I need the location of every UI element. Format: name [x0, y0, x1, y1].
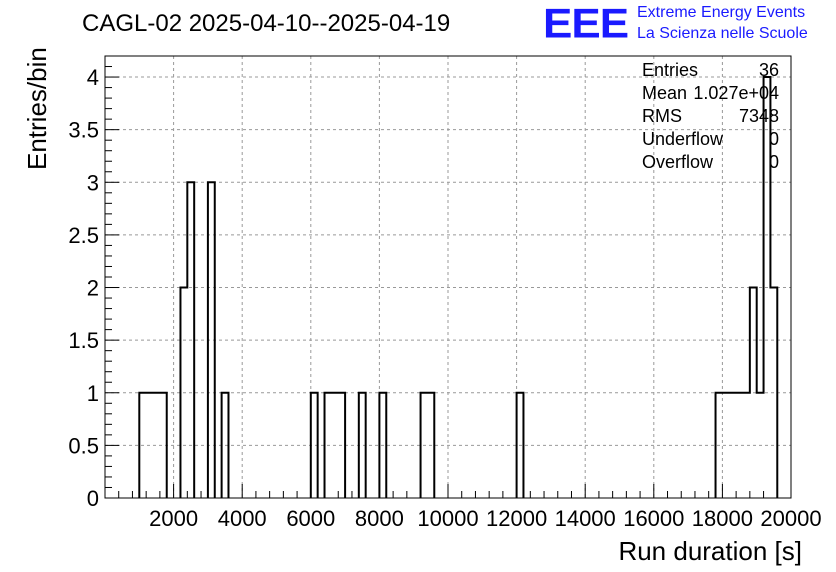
- plot-frame: [104, 55, 792, 499]
- y-tick-label: 1: [87, 381, 99, 406]
- stat-underflow-label: Underflow: [642, 129, 724, 149]
- stat-entries-label: Entries: [642, 60, 699, 80]
- x-tick-label: 8000: [355, 506, 404, 531]
- y-tick-label: 1.5: [68, 328, 99, 353]
- x-tick-label: 18000: [692, 506, 753, 531]
- y-tick-label: 2: [87, 276, 99, 301]
- stat-entries-value: 36: [758, 60, 779, 80]
- x-tick-label: 14000: [555, 506, 616, 531]
- x-tick-label: 16000: [623, 506, 684, 531]
- logo-line-2: La Scienza nelle Scuole: [637, 25, 808, 42]
- y-tick-label: 0.5: [68, 433, 99, 458]
- y-tick-label: 3.5: [68, 118, 99, 143]
- x-tick-label: 4000: [218, 506, 267, 531]
- histogram-line: [138, 76, 779, 498]
- x-tick-label: 2000: [149, 506, 198, 531]
- stat-overflow-value: 0: [768, 152, 779, 172]
- x-tick-label: 10000: [417, 506, 478, 531]
- stat-underflow-value: 0: [768, 129, 779, 149]
- grid-lines: [105, 56, 792, 499]
- chart-title: CAGL-02 2025-04-10--2025-04-19: [82, 10, 451, 37]
- y-tick-label: 0: [87, 486, 99, 511]
- y-tick-label: 2.5: [68, 223, 99, 248]
- logo-line-1: Extreme Energy Events: [637, 4, 806, 21]
- tick-labels: 2000 4000 6000 8000 10000 12000 14000 16000 1800…: [68, 65, 821, 531]
- stat-mean-value: 1.027e+04: [693, 83, 779, 103]
- y-tick-label: 4: [87, 65, 99, 90]
- stat-rms-label: RMS: [642, 106, 682, 126]
- y-tick-label: 3: [87, 170, 99, 195]
- x-tick-label: 12000: [486, 506, 547, 531]
- eee-logo: EEE: [543, 0, 629, 47]
- x-tick-label: 6000: [286, 506, 335, 531]
- stat-mean-label: Mean: [642, 83, 688, 103]
- x-tick-label: 20000: [760, 506, 821, 531]
- stat-rms-value: 7348: [738, 106, 779, 126]
- stat-overflow-label: Overflow: [642, 152, 714, 172]
- x-axis-label: Run duration [s]: [618, 536, 802, 566]
